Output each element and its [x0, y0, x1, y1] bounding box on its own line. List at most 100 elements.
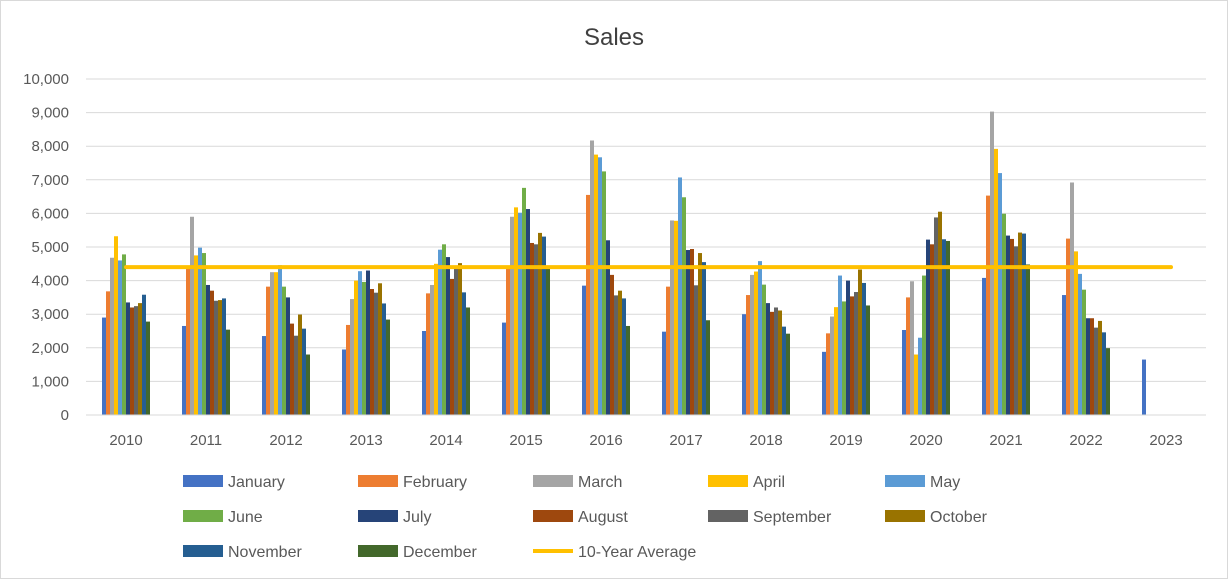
bar-february-2018 — [746, 295, 750, 415]
bar-september-2013 — [374, 292, 378, 415]
bar-february-2012 — [266, 286, 270, 415]
bar-april-2016 — [594, 154, 598, 415]
bar-may-2018 — [758, 261, 762, 415]
y-tick-label: 8,000 — [31, 138, 69, 155]
legend-swatch — [358, 545, 398, 557]
x-tick-label: 2012 — [269, 432, 302, 449]
bar-april-2020 — [914, 354, 918, 415]
bar-april-2011 — [194, 255, 198, 415]
bar-june-2014 — [442, 244, 446, 415]
x-tick-label: 2015 — [509, 432, 542, 449]
legend-label: July — [403, 509, 431, 526]
bar-december-2013 — [386, 319, 390, 415]
bar-january-2011 — [182, 325, 186, 415]
x-tick-label: 2018 — [749, 432, 782, 449]
bar-october-2022 — [1098, 320, 1102, 415]
bar-october-2019 — [858, 269, 862, 415]
y-tick-label: 5,000 — [31, 239, 69, 256]
bar-november-2019 — [862, 282, 866, 415]
legend-swatch — [885, 510, 925, 522]
bar-february-2010 — [106, 291, 110, 415]
y-tick-label: 4,000 — [31, 273, 69, 290]
bar-february-2016 — [586, 194, 590, 415]
bar-july-2017 — [686, 250, 690, 415]
bar-september-2019 — [854, 292, 858, 415]
bar-may-2012 — [278, 265, 282, 415]
bar-august-2018 — [770, 311, 774, 415]
bar-july-2011 — [206, 284, 210, 415]
bar-june-2019 — [842, 301, 846, 415]
bar-may-2010 — [118, 260, 122, 415]
legend-label: October — [930, 509, 988, 526]
bar-march-2010 — [110, 257, 114, 415]
bar-june-2010 — [122, 254, 126, 415]
x-tick-label: 2020 — [909, 432, 942, 449]
legend-label: May — [930, 474, 960, 491]
legend-swatch — [533, 475, 573, 487]
bar-november-2018 — [782, 326, 786, 415]
bar-january-2018 — [742, 314, 746, 415]
bar-march-2016 — [590, 140, 594, 415]
x-tick-label: 2023 — [1149, 432, 1182, 449]
legend-label: June — [228, 509, 263, 526]
bar-april-2013 — [354, 280, 358, 415]
bar-may-2022 — [1078, 273, 1082, 415]
bar-october-2010 — [138, 303, 142, 415]
bar-august-2013 — [370, 289, 374, 415]
bar-january-2019 — [822, 351, 826, 415]
bar-november-2021 — [1022, 233, 1026, 415]
bar-october-2016 — [618, 290, 622, 415]
bar-july-2019 — [846, 280, 850, 415]
bar-august-2022 — [1090, 318, 1094, 415]
legend-swatch — [183, 545, 223, 557]
bar-march-2017 — [670, 220, 674, 415]
x-axis: 2010 2011 2012 2013 2014 2015 2016 2017 2018 2019… — [86, 414, 1206, 449]
bar-april-2017 — [674, 220, 678, 415]
bar-may-2016 — [598, 157, 602, 415]
bar-march-2015 — [510, 216, 514, 415]
bar-august-2015 — [530, 242, 534, 415]
y-axis: 0 1,000 2,000 3,000 4,000 5,000 6,000 7,000 8,00… — [23, 71, 69, 424]
x-tick-label: 2016 — [589, 432, 622, 449]
bar-november-2011 — [222, 298, 226, 415]
bar-january-2020 — [902, 329, 906, 415]
x-tick-label: 2017 — [669, 432, 702, 449]
y-tick-label: 3,000 — [31, 306, 69, 323]
bar-january-2013 — [342, 349, 346, 415]
bar-november-2022 — [1102, 332, 1106, 415]
bar-january-2021 — [982, 277, 986, 415]
bar-november-2016 — [622, 298, 626, 415]
bar-january-2017 — [662, 331, 666, 415]
bar-february-2014 — [426, 293, 430, 415]
bar-may-2014 — [438, 249, 442, 415]
bar-december-2020 — [946, 240, 950, 415]
bar-december-2018 — [786, 333, 790, 415]
bar-january-2012 — [262, 336, 266, 415]
bar-june-2022 — [1082, 289, 1086, 415]
bar-march-2021 — [990, 111, 994, 415]
bar-june-2012 — [282, 286, 286, 415]
bar-april-2015 — [514, 207, 518, 415]
bar-february-2020 — [906, 297, 910, 415]
y-tick-label: 2,000 — [31, 340, 69, 357]
bar-may-2013 — [358, 271, 362, 415]
bar-november-2014 — [462, 292, 466, 415]
bar-february-2013 — [346, 324, 350, 415]
bar-september-2022 — [1094, 327, 1098, 415]
legend-label: September — [753, 509, 832, 526]
legend-swatch — [708, 475, 748, 487]
bar-january-2022 — [1062, 295, 1066, 415]
bar-july-2020 — [926, 239, 930, 415]
bar-december-2021 — [1026, 264, 1030, 415]
bar-march-2011 — [190, 216, 194, 415]
bar-october-2012 — [298, 314, 302, 415]
bar-november-2013 — [382, 303, 386, 415]
bar-may-2020 — [918, 337, 922, 415]
bar-february-2021 — [986, 195, 990, 415]
bar-december-2015 — [546, 267, 550, 415]
y-tick-label: 1,000 — [31, 373, 69, 390]
bar-december-2016 — [626, 325, 630, 415]
bar-september-2015 — [534, 244, 538, 415]
bar-june-2011 — [202, 253, 206, 415]
